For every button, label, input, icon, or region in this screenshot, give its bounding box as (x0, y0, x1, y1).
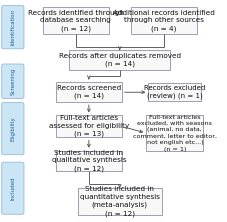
Text: Studies included in
qualitative synthesis
(n = 12): Studies included in qualitative synthesi… (52, 150, 126, 172)
Text: Records excluded
(review) (n = 1): Records excluded (review) (n = 1) (144, 85, 205, 99)
FancyBboxPatch shape (146, 115, 203, 151)
Text: Screening: Screening (10, 67, 15, 95)
Text: Identification: Identification (10, 9, 15, 45)
Text: Full-text articles
excluded, with seasons
(animal, no data,
comment, letter to e: Full-text articles excluded, with season… (133, 115, 217, 152)
Text: Records identified through
database searching
(n = 12): Records identified through database sear… (28, 10, 123, 32)
Text: Studies included in
quantitative synthesis
(meta-analysis)
(n = 12): Studies included in quantitative synthes… (80, 186, 160, 217)
FancyBboxPatch shape (2, 64, 24, 98)
FancyBboxPatch shape (69, 50, 170, 70)
FancyBboxPatch shape (2, 103, 24, 155)
FancyBboxPatch shape (131, 7, 197, 34)
Text: Records after duplicates removed
(n = 14): Records after duplicates removed (n = 14… (59, 53, 181, 67)
FancyBboxPatch shape (2, 162, 24, 214)
FancyBboxPatch shape (56, 82, 122, 102)
Text: Included: Included (10, 176, 15, 200)
FancyBboxPatch shape (56, 115, 122, 137)
FancyBboxPatch shape (2, 6, 24, 49)
FancyBboxPatch shape (56, 151, 122, 170)
Text: Eligibility: Eligibility (10, 116, 15, 141)
FancyBboxPatch shape (43, 7, 109, 34)
FancyBboxPatch shape (78, 188, 162, 215)
FancyBboxPatch shape (148, 83, 201, 101)
Text: Records screened
(n = 14): Records screened (n = 14) (57, 85, 121, 99)
Text: Additional records identified
through other sources
(n = 4): Additional records identified through ot… (113, 10, 215, 32)
Text: Full-text articles
assessed for eligibility
(n = 13): Full-text articles assessed for eligibil… (49, 115, 129, 137)
